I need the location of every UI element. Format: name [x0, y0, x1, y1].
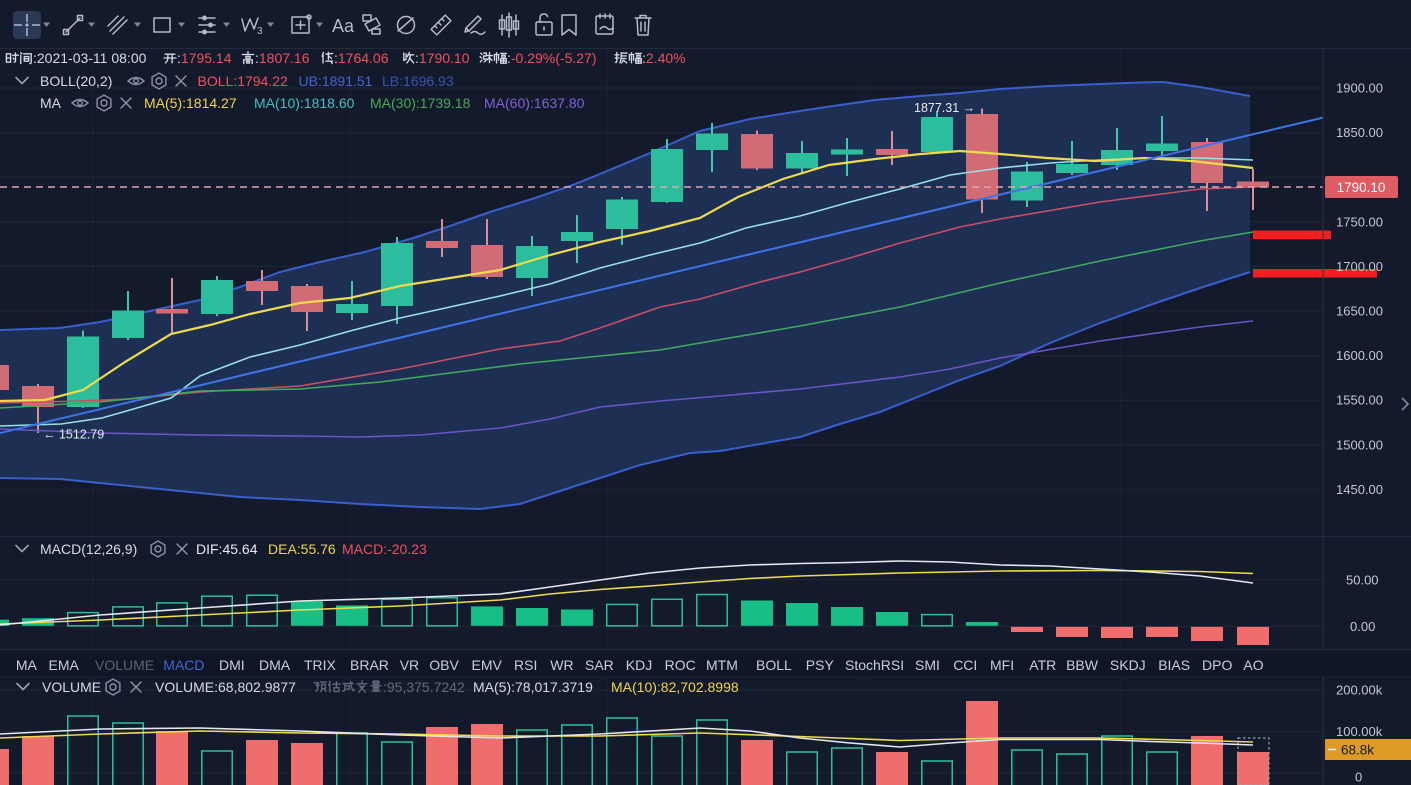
svg-text:VOLUME:68,802.9877: VOLUME:68,802.9877	[155, 679, 296, 695]
svg-text:0: 0	[1355, 770, 1362, 785]
svg-text:1500.00: 1500.00	[1336, 437, 1383, 452]
svg-text:MA(10):82,702.8998: MA(10):82,702.8998	[611, 679, 739, 695]
svg-text:MA(5):1814.27: MA(5):1814.27	[144, 95, 237, 111]
svg-text:1790.10: 1790.10	[1337, 180, 1386, 195]
svg-text::1795.14: :1795.14	[177, 50, 232, 66]
svg-text:SKDJ: SKDJ	[1110, 657, 1146, 673]
svg-text:50.00: 50.00	[1346, 573, 1379, 588]
svg-text:VOLUME: VOLUME	[42, 679, 101, 695]
svg-text:VOLUME: VOLUME	[95, 657, 154, 673]
svg-text:DMI: DMI	[219, 657, 245, 673]
svg-text:KDJ: KDJ	[626, 657, 652, 673]
svg-text:UB:1891.51: UB:1891.51	[299, 73, 373, 89]
svg-text:CCI: CCI	[953, 657, 977, 673]
svg-text:WR: WR	[550, 657, 573, 673]
svg-text::1764.06: :1764.06	[334, 50, 389, 66]
svg-text:VR: VR	[400, 657, 419, 673]
svg-text:MA: MA	[40, 95, 62, 111]
svg-text:AO: AO	[1243, 657, 1263, 673]
svg-text:1900.00: 1900.00	[1336, 81, 1383, 96]
svg-text:3: 3	[257, 26, 263, 37]
svg-text:1877.31 →: 1877.31 →	[914, 101, 975, 115]
svg-text:1850.00: 1850.00	[1336, 125, 1383, 140]
svg-text:68.8k: 68.8k	[1341, 743, 1374, 758]
svg-text:EMA: EMA	[49, 657, 80, 673]
svg-text:100.00k: 100.00k	[1336, 724, 1383, 739]
svg-text:DEA:55.76: DEA:55.76	[268, 541, 336, 557]
svg-text:BRAR: BRAR	[350, 657, 389, 673]
svg-text:MTM: MTM	[706, 657, 738, 673]
svg-text:BOLL: BOLL	[756, 657, 792, 673]
svg-text:LB:1696.93: LB:1696.93	[382, 73, 454, 89]
svg-text::1807.16: :1807.16	[255, 50, 310, 66]
svg-text:TRIX: TRIX	[304, 657, 337, 673]
svg-text:MA: MA	[16, 657, 38, 673]
svg-text:0.00: 0.00	[1350, 619, 1375, 634]
svg-text:1750.00: 1750.00	[1336, 214, 1383, 229]
svg-text:MACD(12,26,9): MACD(12,26,9)	[40, 541, 137, 557]
svg-text::-0.29%(-5.27): :-0.29%(-5.27)	[507, 50, 596, 66]
svg-text:DIF:45.64: DIF:45.64	[196, 541, 258, 557]
svg-text:OBV: OBV	[429, 657, 459, 673]
svg-text:PSY: PSY	[806, 657, 835, 673]
svg-text:MACD:-20.23: MACD:-20.23	[342, 541, 427, 557]
svg-text:StochRSI: StochRSI	[845, 657, 904, 673]
svg-text::95,375.7242: :95,375.7242	[383, 679, 465, 695]
svg-text:MA(30):1739.18: MA(30):1739.18	[370, 95, 471, 111]
svg-text::2021-03-11 08:00: :2021-03-11 08:00	[33, 50, 147, 66]
svg-text:BOLL:1794.22: BOLL:1794.22	[198, 73, 289, 89]
svg-text:MACD: MACD	[163, 657, 204, 673]
svg-text:ATR: ATR	[1029, 657, 1056, 673]
svg-text:SAR: SAR	[585, 657, 614, 673]
svg-text:BBW: BBW	[1066, 657, 1099, 673]
svg-text:BIAS: BIAS	[1158, 657, 1190, 673]
svg-text:MFI: MFI	[990, 657, 1014, 673]
svg-text:1650.00: 1650.00	[1336, 304, 1383, 319]
svg-text:← 1512.79: ← 1512.79	[43, 428, 104, 442]
svg-text:1600.00: 1600.00	[1336, 348, 1383, 363]
svg-text:MA(5):78,017.3719: MA(5):78,017.3719	[473, 679, 593, 695]
svg-text:ROC: ROC	[665, 657, 696, 673]
svg-text:Aa: Aa	[332, 16, 355, 36]
svg-text:DMA: DMA	[259, 657, 291, 673]
svg-text:DPO: DPO	[1202, 657, 1232, 673]
svg-text::2.40%: :2.40%	[642, 50, 686, 66]
svg-text:1450.00: 1450.00	[1336, 482, 1383, 497]
svg-text:MA(10):1818.60: MA(10):1818.60	[254, 95, 355, 111]
svg-text:RSI: RSI	[514, 657, 537, 673]
svg-text:1550.00: 1550.00	[1336, 393, 1383, 408]
svg-text:SMI: SMI	[915, 657, 940, 673]
svg-text::1790.10: :1790.10	[415, 50, 470, 66]
svg-text:BOLL(20,2): BOLL(20,2)	[40, 73, 112, 89]
svg-text:EMV: EMV	[472, 657, 503, 673]
svg-text:MA(60):1637.80: MA(60):1637.80	[484, 95, 585, 111]
svg-text:200.00k: 200.00k	[1336, 683, 1383, 698]
svg-text:1700.00: 1700.00	[1336, 259, 1383, 274]
